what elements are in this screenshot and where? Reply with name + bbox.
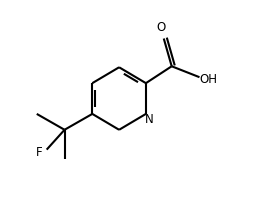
- Text: O: O: [156, 21, 165, 34]
- Text: F: F: [35, 146, 42, 159]
- Text: OH: OH: [200, 73, 217, 86]
- Text: N: N: [144, 113, 153, 126]
